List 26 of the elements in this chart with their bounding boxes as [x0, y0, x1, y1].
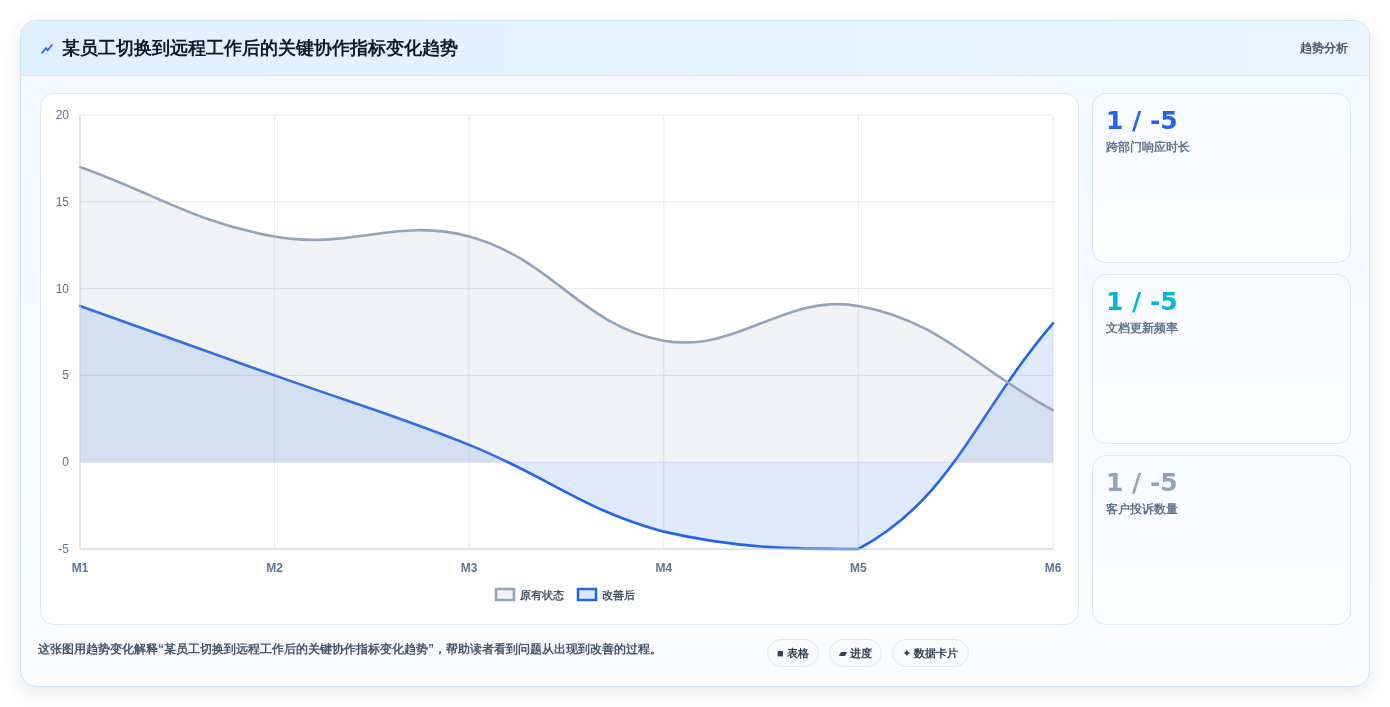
text: 1 / -5 — [1106, 287, 1178, 317]
y-tick-label: 10 — [55, 281, 70, 296]
y-tick-label: -5 — [58, 542, 70, 556]
text: ▰ 进度 — [828, 639, 883, 667]
x-tick-label: M6 — [1044, 561, 1062, 575]
y-tick-label: 20 — [55, 108, 70, 122]
x-tick-label: M3 — [460, 561, 478, 575]
text: 1 / -5 — [1106, 106, 1178, 136]
x-tick-label: M5 — [850, 561, 868, 575]
y-tick-label: 5 — [62, 368, 70, 383]
x-tick-label: M2 — [266, 561, 284, 575]
x-tick-label: M4 — [655, 561, 673, 575]
text: 跨部门响应时长 — [1106, 139, 1190, 155]
text: 这张图用趋势变化解释“某员工切换到远程工作后的关键协作指标变化趋势”，帮助读者看到问题从出现到改善的过程。 — [38, 641, 662, 657]
y-tick-label: 0 — [62, 455, 70, 470]
text: 趋势分析 — [1299, 40, 1348, 56]
text: ✦ 数据卡片 — [892, 639, 969, 667]
legend-label: 原有状态 — [519, 589, 565, 601]
x-tick-label: M1 — [71, 561, 89, 575]
text: 文档更新频率 — [1106, 320, 1178, 336]
text: 客户投诉数量 — [1106, 501, 1178, 517]
y-tick-label: 15 — [55, 194, 70, 209]
text: ■ 表格 — [767, 639, 819, 667]
chart-title: 某员工切换到远程工作后的关键协作指标变化趋势 — [62, 37, 458, 59]
text: 1 / -5 — [1106, 468, 1178, 498]
legend-label: 改善后 — [602, 589, 635, 601]
